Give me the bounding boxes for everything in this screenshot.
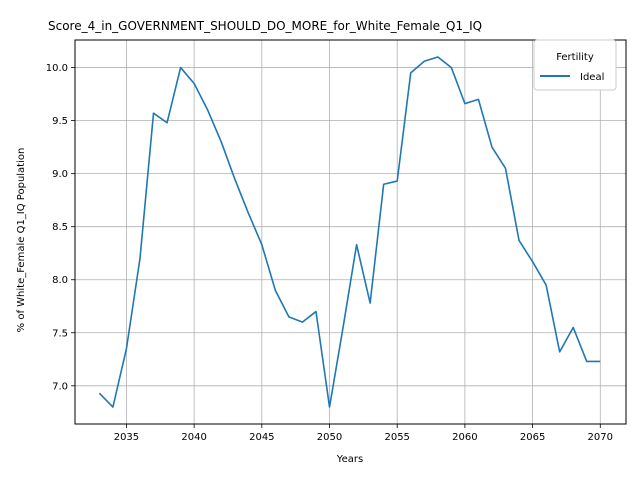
x-tick-label: 2070 — [588, 432, 613, 443]
legend: Fertility Ideal — [533, 39, 617, 91]
y-tick-label: 7.0 — [52, 381, 68, 392]
y-tick-label: 8.0 — [52, 275, 68, 286]
x-tick-label: 2045 — [249, 432, 274, 443]
legend-title: Fertility — [556, 52, 594, 63]
y-tick-label: 8.5 — [52, 222, 68, 233]
plot-lines — [98, 56, 601, 408]
x-axis-label: Years — [336, 454, 363, 465]
x-tick-label: 2040 — [181, 432, 206, 443]
x-tick-label: 2050 — [317, 432, 342, 443]
x-tick-label: 2055 — [384, 432, 409, 443]
x-tick-label: 2065 — [520, 432, 545, 443]
x-tick-label: 2060 — [452, 432, 477, 443]
legend-label-ideal: Ideal — [580, 72, 604, 83]
legend-box — [533, 39, 617, 91]
axes-frame — [74, 39, 627, 425]
y-tick-label: 10.0 — [46, 63, 68, 74]
y-tick-label: 9.5 — [52, 116, 68, 127]
y-tick-label: 7.5 — [52, 328, 68, 339]
x-tick-label: 2035 — [114, 432, 139, 443]
y-axis-label: % of White_Female Q1_IQ Population — [16, 148, 27, 333]
y-tick-label: 9.0 — [52, 169, 68, 180]
series-line-ideal — [98, 56, 601, 408]
x-axis-ticks: 2035 2040 2045 2050 2055 2060 2065 2070 — [114, 424, 613, 443]
chart-title: Score_4_in_GOVERNMENT_SHOULD_DO_MORE_for… — [48, 19, 482, 33]
y-axis-ticks: 7.0 7.5 8.0 8.5 9.0 9.5 10.0 — [46, 63, 75, 392]
